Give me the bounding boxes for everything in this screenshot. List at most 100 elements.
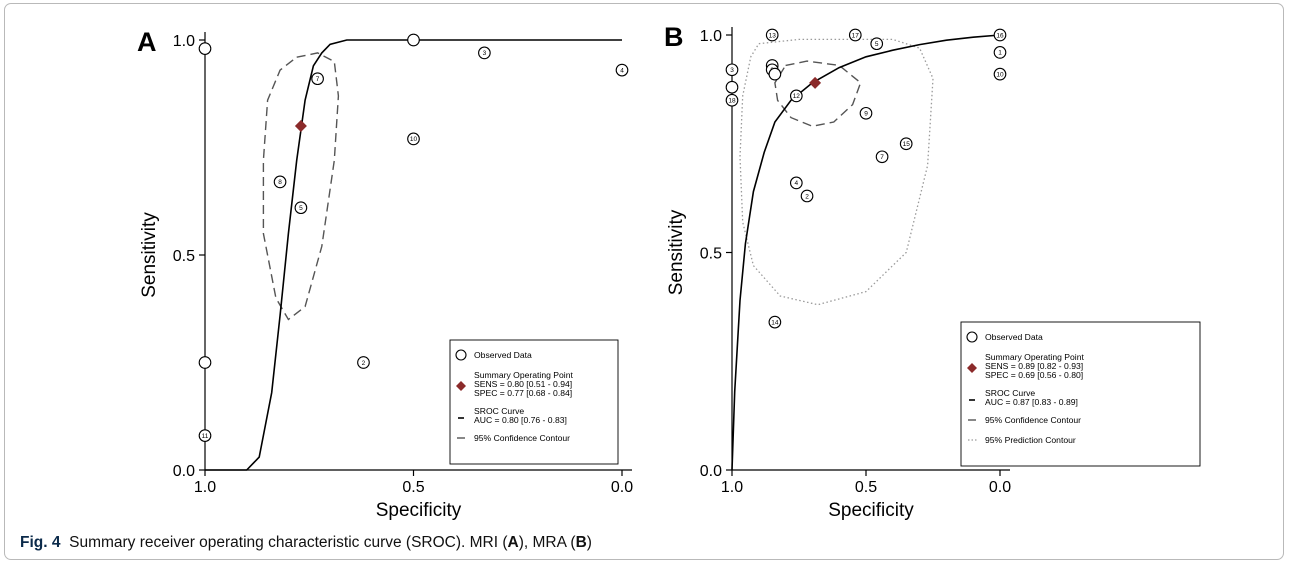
observed-point: 12: [789, 89, 803, 103]
observed-point: 2: [800, 189, 814, 203]
observed-point-label: 16: [996, 32, 1004, 39]
observed-point-label: 4: [795, 180, 799, 187]
observed-point-circle: [993, 46, 1007, 59]
observed-point-label: 2: [805, 193, 809, 200]
legend-box: [960, 321, 1201, 467]
observed-point-label: 3: [730, 67, 734, 74]
legend: Observed Data Summary Operating PointSENS…: [449, 339, 619, 465]
observed-point-circle: [993, 28, 1007, 42]
observed-point: 17: [848, 28, 862, 42]
x-tick-label: 1.0: [194, 479, 216, 496]
observed-point: 10: [993, 67, 1007, 81]
x-tick-label: 0.0: [611, 479, 633, 496]
observed-point-label: 12: [793, 93, 801, 100]
observed-point-circle: [198, 429, 212, 442]
observed-point-circle: [993, 67, 1007, 81]
caption-label: Fig. 4: [20, 534, 61, 551]
observed-point-circle: [848, 28, 862, 42]
observed-point: 7: [311, 72, 324, 86]
observed-point-label: 5: [875, 41, 879, 48]
x-tick-label: 1.0: [721, 479, 743, 496]
x-tick-label: 0.0: [989, 479, 1011, 496]
legend-auc: AUC = 0.87 [0.83 - 0.89]: [985, 397, 1078, 407]
observed-point: [725, 80, 739, 94]
observed-point: 5: [870, 37, 884, 51]
y-tick-label: 0.0: [173, 463, 195, 480]
observed-point-circle: [615, 63, 629, 77]
y-axis-label: Sensitivity: [666, 209, 687, 295]
y-tick-label: 0.5: [700, 246, 722, 263]
observed-point-label: 10: [996, 71, 1004, 78]
observed-point-circle: [198, 356, 212, 369]
observed-point: [407, 33, 420, 47]
observed-point-circle: [765, 28, 779, 42]
legend-confidence-label: 95% Confidence Contour: [474, 433, 570, 443]
observed-point-circle: [768, 315, 782, 329]
y-axis-label: Sensitivity: [139, 212, 160, 298]
observed-point-circle: [789, 176, 803, 190]
observed-point: 3: [478, 46, 491, 60]
observed-point-label: 2: [362, 360, 366, 367]
observed-point: 9: [859, 106, 873, 120]
observed-point-circle: [273, 175, 287, 189]
observed-point: 3: [725, 63, 739, 77]
legend-spec: SPEC = 0.77 [0.68 - 0.84]: [474, 388, 572, 398]
caption-text-2: ), MRA (: [518, 534, 576, 551]
y-tick-label: 1.0: [173, 33, 195, 50]
caption-text-1: Summary receiver operating characteristi…: [69, 534, 508, 551]
observed-point-circle: [725, 93, 739, 107]
summary-operating-point: [294, 120, 307, 132]
x-tick-label: 0.5: [402, 479, 424, 496]
observed-point: 13: [765, 28, 779, 42]
observed-point: 15: [899, 137, 913, 151]
panel-letter: A: [137, 27, 157, 57]
observed-point-circle: [859, 106, 873, 120]
y-tick-label: 0.0: [700, 463, 722, 480]
observed-point: 2: [357, 356, 370, 369]
figure-caption: Fig. 4 Summary receiver operating charac…: [20, 534, 592, 552]
legend-confidence-label: 95% Confidence Contour: [985, 415, 1081, 425]
caption-a: A: [507, 534, 519, 551]
observed-point-label: 15: [903, 141, 911, 148]
legend-summary-icon: [456, 381, 466, 391]
observed-point-label: 18: [728, 98, 736, 105]
legend-sens: SENS = 0.80 [0.51 - 0.94]: [474, 379, 572, 389]
legend-summary-title: Summary Operating Point: [474, 370, 573, 380]
y-tick-label: 0.5: [173, 248, 195, 265]
legend-sroc-title: SROC Curve: [474, 406, 524, 416]
figure-frame: [4, 3, 1284, 560]
observed-point-circle: [294, 201, 308, 215]
observed-point-circle: [725, 63, 739, 77]
observed-point-label: 3: [483, 50, 487, 57]
observed-point-label: 4: [620, 67, 624, 74]
observed-point-label: 13: [769, 32, 777, 39]
observed-point-label: 7: [316, 76, 320, 83]
panel-a: A 1.0 0.5 0.0 0.0 0.5 1.0 Specificity Sensitivit…: [137, 27, 633, 521]
observed-point-label: 14: [771, 319, 779, 326]
observed-point: 5: [294, 201, 308, 215]
observed-point-circle: [725, 80, 739, 94]
legend-summary-title: Summary Operating Point: [985, 352, 1084, 362]
observed-point-label: 10: [410, 136, 418, 143]
y-tick-label: 1.0: [700, 28, 722, 45]
prediction-contour: [739, 38, 934, 306]
sroc-curve: [731, 34, 1001, 471]
observed-point-circle: [407, 132, 420, 146]
legend-box: [449, 339, 619, 465]
confidence-contour: [774, 60, 862, 128]
observed-point-circle: [899, 137, 913, 151]
observed-point: 7: [875, 150, 889, 164]
observed-point: 18: [725, 93, 739, 107]
panel-letter: B: [664, 22, 684, 52]
observed-point-circle: [800, 189, 814, 203]
observed-point: 16: [993, 28, 1007, 42]
observed-point-label: 9: [864, 111, 868, 118]
legend-observed-label: Observed Data: [474, 350, 532, 360]
observed-point-label: 11: [202, 433, 209, 440]
observed-point-circle: [789, 89, 803, 103]
observed-point-circle: [870, 37, 884, 51]
observed-point: 8: [273, 175, 287, 189]
legend: Observed Data Summary Operating PointSENS…: [960, 321, 1201, 467]
observed-point-label: 8: [278, 179, 282, 186]
